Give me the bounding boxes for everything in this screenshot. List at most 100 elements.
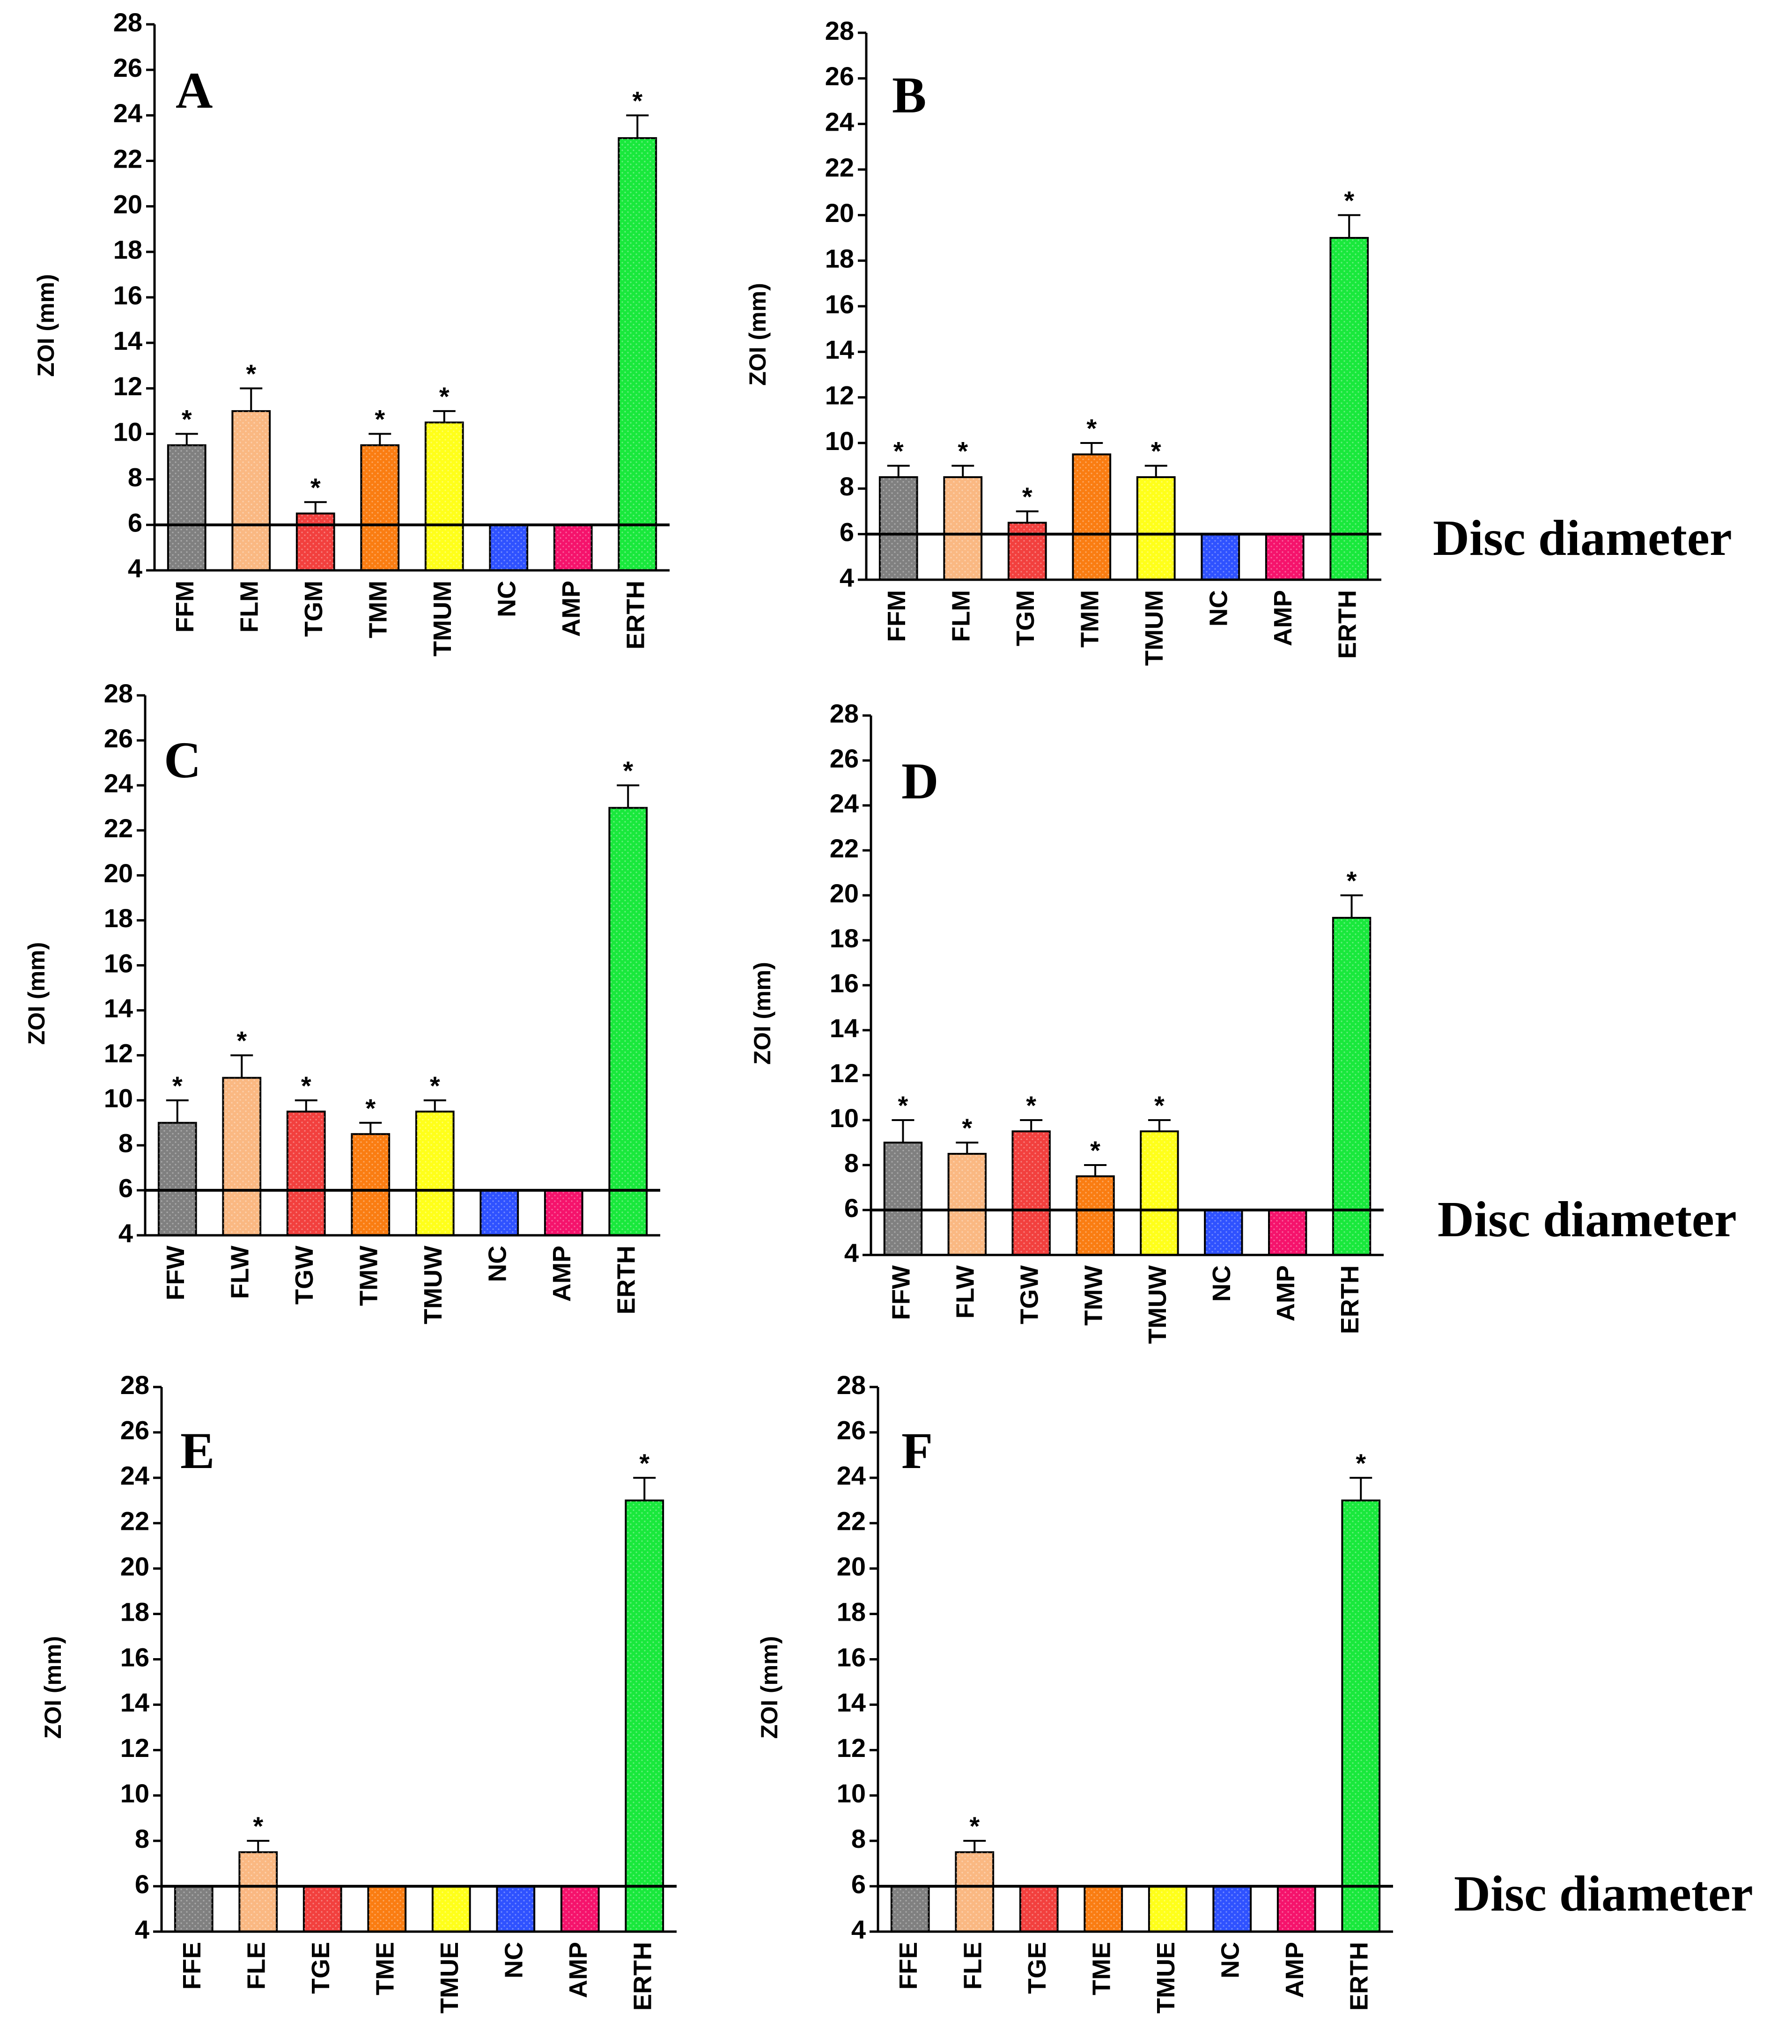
y-tick-label: 4 — [844, 1238, 859, 1268]
y-tick-label: 24 — [104, 768, 133, 798]
significance-star-tgw: * — [301, 1071, 311, 1100]
x-tick-label-nc: NC — [484, 1246, 512, 1282]
x-tick-label-tmw: TMW — [355, 1246, 383, 1306]
x-tick-label-tgm: TGM — [1011, 590, 1040, 646]
y-tick-label: 14 — [837, 1688, 866, 1717]
significance-star-erth: * — [1344, 185, 1354, 215]
y-tick-label: 28 — [120, 1370, 149, 1400]
y-tick-label: 20 — [825, 198, 854, 228]
y-tick-label: 28 — [113, 7, 142, 37]
y-axis-title: ZOI (mm) — [756, 1636, 782, 1739]
bar-texture-tmum — [425, 422, 463, 570]
x-tick-label-tgw: TGW — [290, 1246, 318, 1305]
bar-texture-tmuw — [416, 1111, 454, 1235]
y-tick-label: 6 — [128, 508, 142, 538]
x-tick-label-amp: AMP — [548, 1246, 576, 1302]
disc-diameter-label: Disc diameter — [1454, 1866, 1753, 1922]
x-tick-label-erth: ERTH — [622, 581, 650, 649]
significance-star-flm: * — [958, 436, 968, 466]
y-tick-label: 12 — [825, 380, 854, 410]
y-tick-label: 22 — [837, 1506, 866, 1536]
bar-texture-amp — [561, 1886, 599, 1932]
y-tick-label: 18 — [104, 903, 133, 933]
y-tick-label: 26 — [113, 53, 142, 82]
bar-texture-amp — [1266, 534, 1304, 580]
x-tick-label-tmum: TMUM — [428, 581, 457, 657]
chart-panel-e: FFE * FLE TGE TME TMUE NC AMP * ERTH 4 6 8 10 12 14 16 18… — [40, 1370, 677, 2014]
x-tick-label-ffe: FFE — [178, 1942, 206, 1990]
bar-texture-nc — [1213, 1886, 1251, 1932]
y-axis-title: ZOI (mm) — [23, 942, 50, 1045]
significance-star-erth: * — [1356, 1448, 1366, 1478]
y-tick-label: 14 — [113, 326, 142, 355]
x-tick-label-tmuw: TMUW — [419, 1246, 447, 1324]
x-tick-label-ffw: FFW — [162, 1246, 190, 1300]
x-tick-label-tmue: TMUE — [1152, 1942, 1180, 2014]
y-axis-title: ZOI (mm) — [40, 1636, 66, 1739]
chart-panel-f: FFE * FLE TGE TME TMUE NC AMP * ERTH 4 6 8 10 12 14 16 18… — [756, 1370, 1753, 2014]
bar-texture-tmue — [432, 1886, 470, 1932]
significance-star-tmw: * — [1090, 1136, 1100, 1165]
bar-texture-flm — [944, 477, 982, 580]
bar-texture-tge — [1020, 1886, 1058, 1932]
x-tick-label-amp: AMP — [557, 581, 585, 637]
y-tick-label: 10 — [113, 417, 142, 446]
x-tick-label-ffe: FFE — [894, 1942, 922, 1990]
bar-texture-erth — [1333, 918, 1371, 1255]
y-tick-label: 16 — [830, 968, 859, 998]
y-tick-label: 14 — [104, 993, 133, 1023]
y-tick-label: 10 — [830, 1103, 859, 1133]
x-tick-label-flm: FLM — [947, 590, 975, 642]
y-tick-label: 12 — [830, 1058, 859, 1088]
y-tick-label: 16 — [113, 280, 142, 310]
y-tick-label: 26 — [120, 1416, 149, 1445]
bar-texture-ffw — [884, 1143, 922, 1255]
y-tick-label: 28 — [830, 699, 859, 728]
significance-star-tmum: * — [439, 382, 450, 411]
y-tick-label: 4 — [118, 1218, 133, 1248]
bar-texture-tme — [1084, 1886, 1122, 1932]
y-tick-label: 28 — [104, 679, 133, 708]
panel-letter-c: C — [164, 731, 201, 789]
significance-star-ffw: * — [898, 1091, 908, 1120]
significance-star-tmum: * — [1151, 436, 1161, 466]
y-axis-title: ZOI (mm) — [745, 283, 771, 385]
y-tick-label: 24 — [120, 1461, 149, 1491]
bar-texture-amp — [554, 524, 592, 570]
y-tick-label: 6 — [118, 1173, 133, 1203]
y-tick-label: 6 — [844, 1193, 859, 1223]
bar-texture-erth — [619, 138, 656, 571]
significance-star-tgm: * — [310, 472, 321, 502]
y-tick-label: 22 — [830, 834, 859, 863]
significance-star-tgw: * — [1026, 1091, 1036, 1120]
y-tick-label: 18 — [825, 244, 854, 273]
bar-texture-tmm — [1073, 454, 1111, 580]
x-tick-label-erth: ERTH — [612, 1246, 641, 1314]
x-tick-label-nc: NC — [1217, 1942, 1245, 1978]
x-tick-label-tmm: TMM — [364, 581, 392, 638]
bar-texture-amp — [545, 1190, 583, 1235]
y-tick-label: 10 — [104, 1084, 133, 1113]
y-tick-label: 18 — [830, 923, 859, 953]
y-tick-label: 26 — [104, 723, 133, 753]
y-tick-label: 12 — [120, 1733, 149, 1763]
y-tick-label: 8 — [844, 1148, 859, 1178]
y-tick-label: 20 — [113, 189, 142, 219]
y-tick-label: 10 — [825, 426, 854, 456]
x-tick-label-fle: FLE — [959, 1942, 987, 1990]
bar-texture-nc — [497, 1886, 535, 1932]
x-tick-label-ffm: FFM — [883, 590, 911, 642]
bar-texture-tgm — [1008, 523, 1046, 580]
y-tick-label: 12 — [113, 371, 142, 401]
significance-star-erth: * — [639, 1448, 649, 1478]
x-tick-label-nc: NC — [500, 1942, 528, 1978]
y-axis-title: ZOI (mm) — [749, 962, 775, 1064]
bar-texture-tmw — [352, 1134, 390, 1235]
bar-texture-ffm — [879, 477, 917, 580]
y-tick-label: 4 — [851, 1915, 866, 1944]
y-tick-label: 22 — [104, 813, 133, 843]
x-tick-label-tmuw: TMUW — [1143, 1265, 1172, 1344]
y-tick-label: 8 — [135, 1824, 149, 1853]
x-tick-label-amp: AMP — [564, 1942, 592, 1998]
